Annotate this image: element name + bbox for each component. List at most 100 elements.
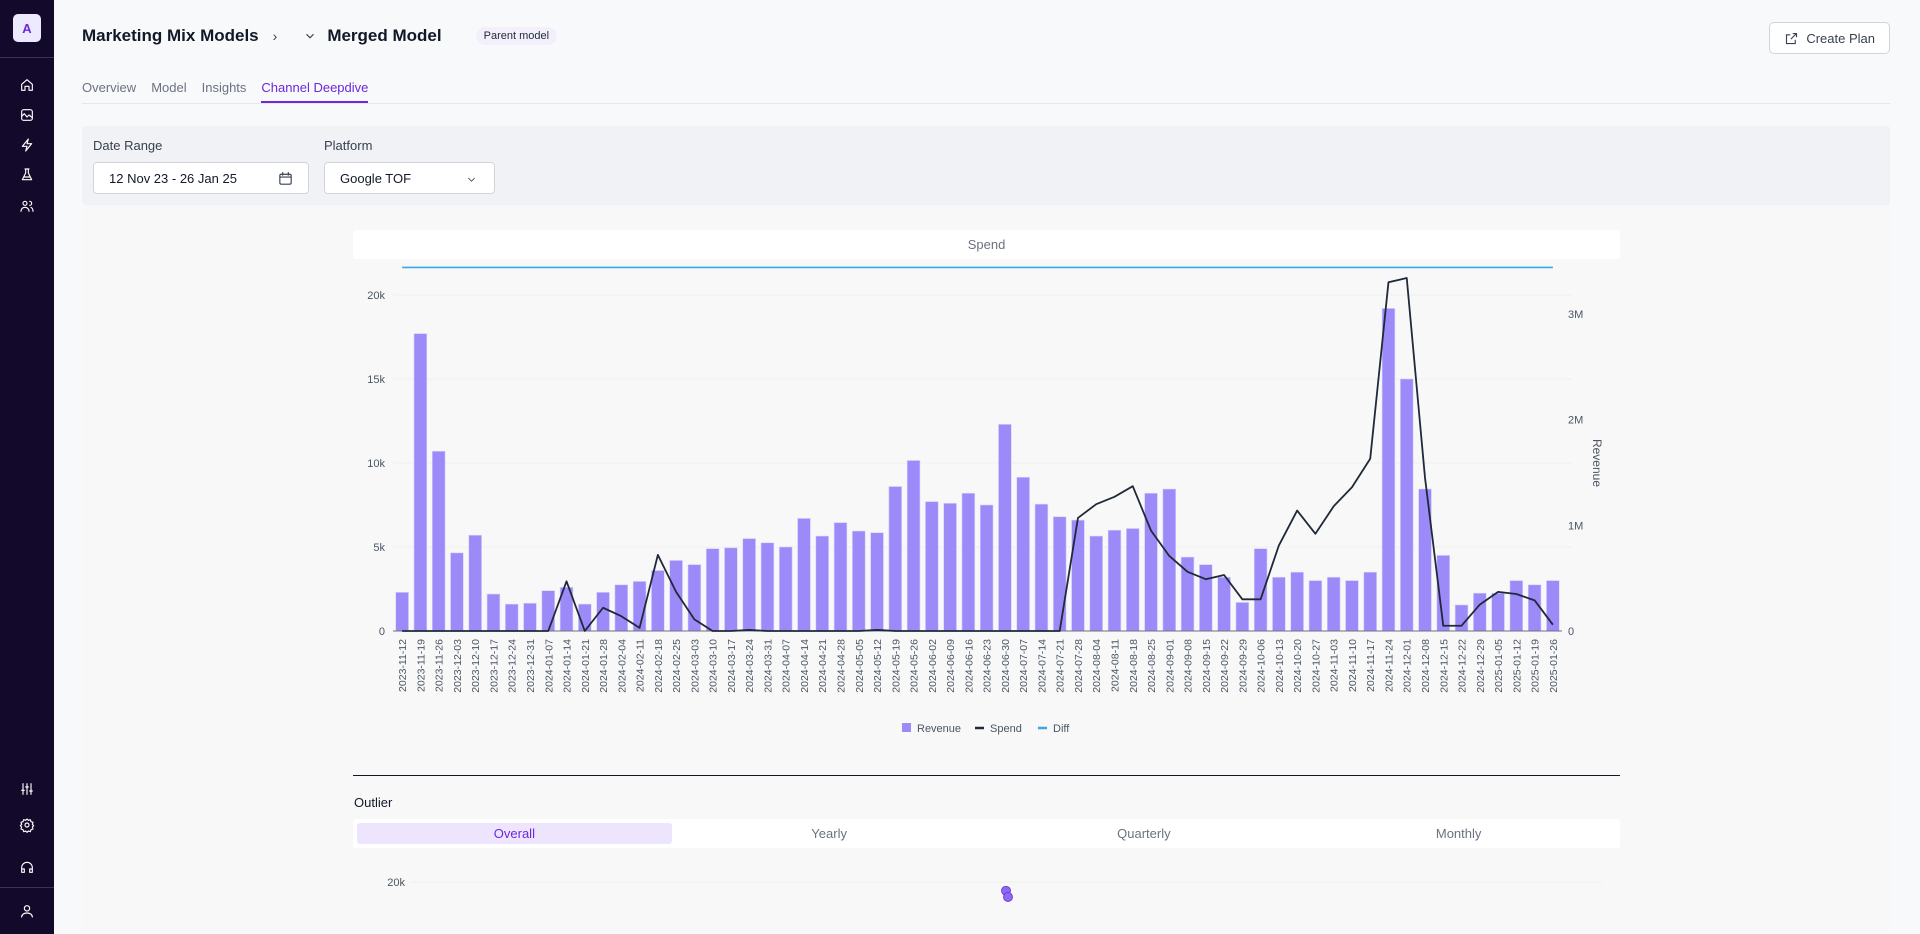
legend-spend-label[interactable]: Spend	[990, 723, 1022, 735]
revenue-bar[interactable]	[925, 501, 939, 632]
breadcrumb-root[interactable]: Marketing Mix Models	[82, 26, 259, 45]
outlier-tab-monthly[interactable]: Monthly	[1435, 826, 1482, 841]
revenue-bar[interactable]	[1253, 548, 1268, 632]
revenue-bar[interactable]	[943, 503, 957, 632]
revenue-bar[interactable]	[998, 424, 1012, 632]
chevron-down-icon[interactable]	[303, 29, 317, 43]
revenue-bar[interactable]	[541, 590, 555, 632]
revenue-bar[interactable]	[888, 486, 902, 632]
revenue-bar[interactable]	[1473, 592, 1487, 632]
chart-icon[interactable]	[17, 105, 37, 125]
revenue-bar[interactable]	[1199, 564, 1213, 632]
revenue-bar[interactable]	[870, 532, 884, 632]
revenue-bar[interactable]	[1272, 576, 1286, 632]
revenue-bar[interactable]	[1454, 604, 1469, 632]
tab-model[interactable]: Model	[151, 80, 187, 95]
outlier-tab-yearly[interactable]: Yearly	[811, 826, 847, 841]
revenue-bar[interactable]	[1345, 580, 1359, 632]
revenue-bar[interactable]	[1290, 571, 1304, 632]
revenue-bar[interactable]	[1089, 535, 1103, 632]
tab-insights[interactable]: Insights	[201, 80, 247, 95]
revenue-bar[interactable]	[395, 592, 409, 632]
create-plan-button[interactable]: Create Plan	[1769, 22, 1890, 54]
platform-value: Google TOF	[340, 170, 412, 186]
revenue-bar[interactable]	[431, 450, 446, 632]
x-axis-tick-label: 2024-02-11	[635, 639, 647, 692]
legend-diff-label[interactable]: Diff	[1053, 723, 1070, 735]
revenue-bar[interactable]	[1217, 576, 1231, 632]
revenue-bar[interactable]	[1016, 476, 1030, 632]
revenue-bar[interactable]	[1053, 516, 1067, 632]
x-axis-tick-label: 2024-04-07	[781, 639, 793, 693]
revenue-bar[interactable]	[961, 492, 976, 632]
spend-revenue-chart: 0 5k 10k 15k 20k 0 1M 2M 3M Revenue 2023-11-12 2023…	[367, 266, 1604, 902]
revenue-bar[interactable]	[1326, 576, 1341, 632]
revenue-bar[interactable]	[651, 570, 665, 632]
revenue-bar[interactable]	[1491, 592, 1505, 632]
revenue-bar[interactable]	[596, 592, 610, 632]
revenue-bar[interactable]	[687, 564, 702, 632]
flask-icon[interactable]	[17, 165, 37, 185]
revenue-bar[interactable]	[669, 560, 683, 632]
headphones-icon[interactable]	[17, 857, 37, 877]
user-icon[interactable]	[17, 901, 37, 921]
revenue-bar[interactable]	[614, 584, 629, 632]
revenue-bar[interactable]	[1144, 492, 1158, 632]
x-axis-tick-label: 2024-01-07	[543, 639, 555, 693]
x-axis-tick-label: 2024-03-03	[689, 639, 701, 693]
lightning-icon[interactable]	[17, 135, 37, 155]
tab-channel-deepdive[interactable]: Channel Deepdive	[261, 80, 369, 103]
x-axis-tick-label: 2023-12-03	[452, 639, 464, 693]
revenue-bar[interactable]	[1235, 602, 1250, 632]
revenue-bar[interactable]	[1509, 580, 1524, 632]
revenue-bar[interactable]	[742, 538, 756, 632]
revenue-bar[interactable]	[1107, 529, 1122, 632]
revenue-bar[interactable]	[1527, 584, 1542, 632]
tab-overview[interactable]: Overview	[82, 80, 137, 95]
right-axis-tick-label: 3M	[1568, 309, 1583, 321]
x-axis-tick-label: 2024-10-27	[1310, 639, 1322, 693]
settings-icon[interactable]	[17, 815, 37, 835]
outlier-tab-quarterly[interactable]: Quarterly	[1117, 826, 1171, 841]
revenue-bar[interactable]	[632, 581, 647, 632]
revenue-bar[interactable]	[1071, 519, 1085, 632]
platform-select[interactable]: Google TOF	[324, 162, 495, 194]
workspace-logo[interactable]: A	[13, 14, 41, 42]
chevron-right-icon: ›	[272, 28, 278, 44]
revenue-bar[interactable]	[779, 546, 793, 632]
revenue-bar[interactable]	[1400, 378, 1414, 632]
revenue-bar[interactable]	[833, 522, 848, 632]
outlier-point[interactable]	[1003, 892, 1013, 902]
users-icon[interactable]	[17, 196, 37, 216]
revenue-bar[interactable]	[413, 333, 428, 632]
revenue-bar[interactable]	[523, 602, 537, 632]
revenue-bar[interactable]	[815, 535, 829, 632]
revenue-bar[interactable]	[1126, 528, 1140, 632]
revenue-bar[interactable]	[906, 460, 921, 632]
revenue-bar[interactable]	[486, 593, 501, 632]
revenue-bar[interactable]	[1363, 571, 1377, 632]
date-range-picker[interactable]: 12 Nov 23 - 26 Jan 25	[93, 162, 309, 194]
revenue-bar[interactable]	[468, 534, 482, 632]
revenue-bar[interactable]	[1381, 308, 1396, 632]
sliders-icon[interactable]	[17, 779, 37, 799]
revenue-bar[interactable]	[797, 518, 811, 632]
right-axis-title: Revenue	[1590, 439, 1604, 487]
x-axis-tick-label: 2024-04-28	[836, 639, 848, 693]
revenue-bar[interactable]	[1308, 580, 1323, 632]
revenue-bar[interactable]	[450, 552, 464, 632]
outlier-y-tick-label: 20k	[387, 877, 405, 889]
home-icon[interactable]	[17, 75, 37, 95]
revenue-bar[interactable]	[724, 547, 738, 632]
revenue-bar[interactable]	[705, 548, 720, 632]
outlier-tab-overall[interactable]: Overall	[357, 823, 672, 844]
revenue-bar[interactable]	[1034, 503, 1049, 632]
right-axis-tick-label: 1M	[1568, 520, 1583, 532]
legend-revenue-label[interactable]: Revenue	[917, 723, 961, 735]
revenue-bar[interactable]	[760, 542, 775, 632]
x-axis-tick-label: 2024-02-18	[653, 639, 665, 693]
revenue-bar[interactable]	[852, 530, 866, 632]
revenue-bar[interactable]	[979, 504, 994, 632]
outlier-period-tabs: Overall Yearly Quarterly Monthly	[353, 819, 1620, 848]
revenue-bar[interactable]	[505, 603, 519, 632]
